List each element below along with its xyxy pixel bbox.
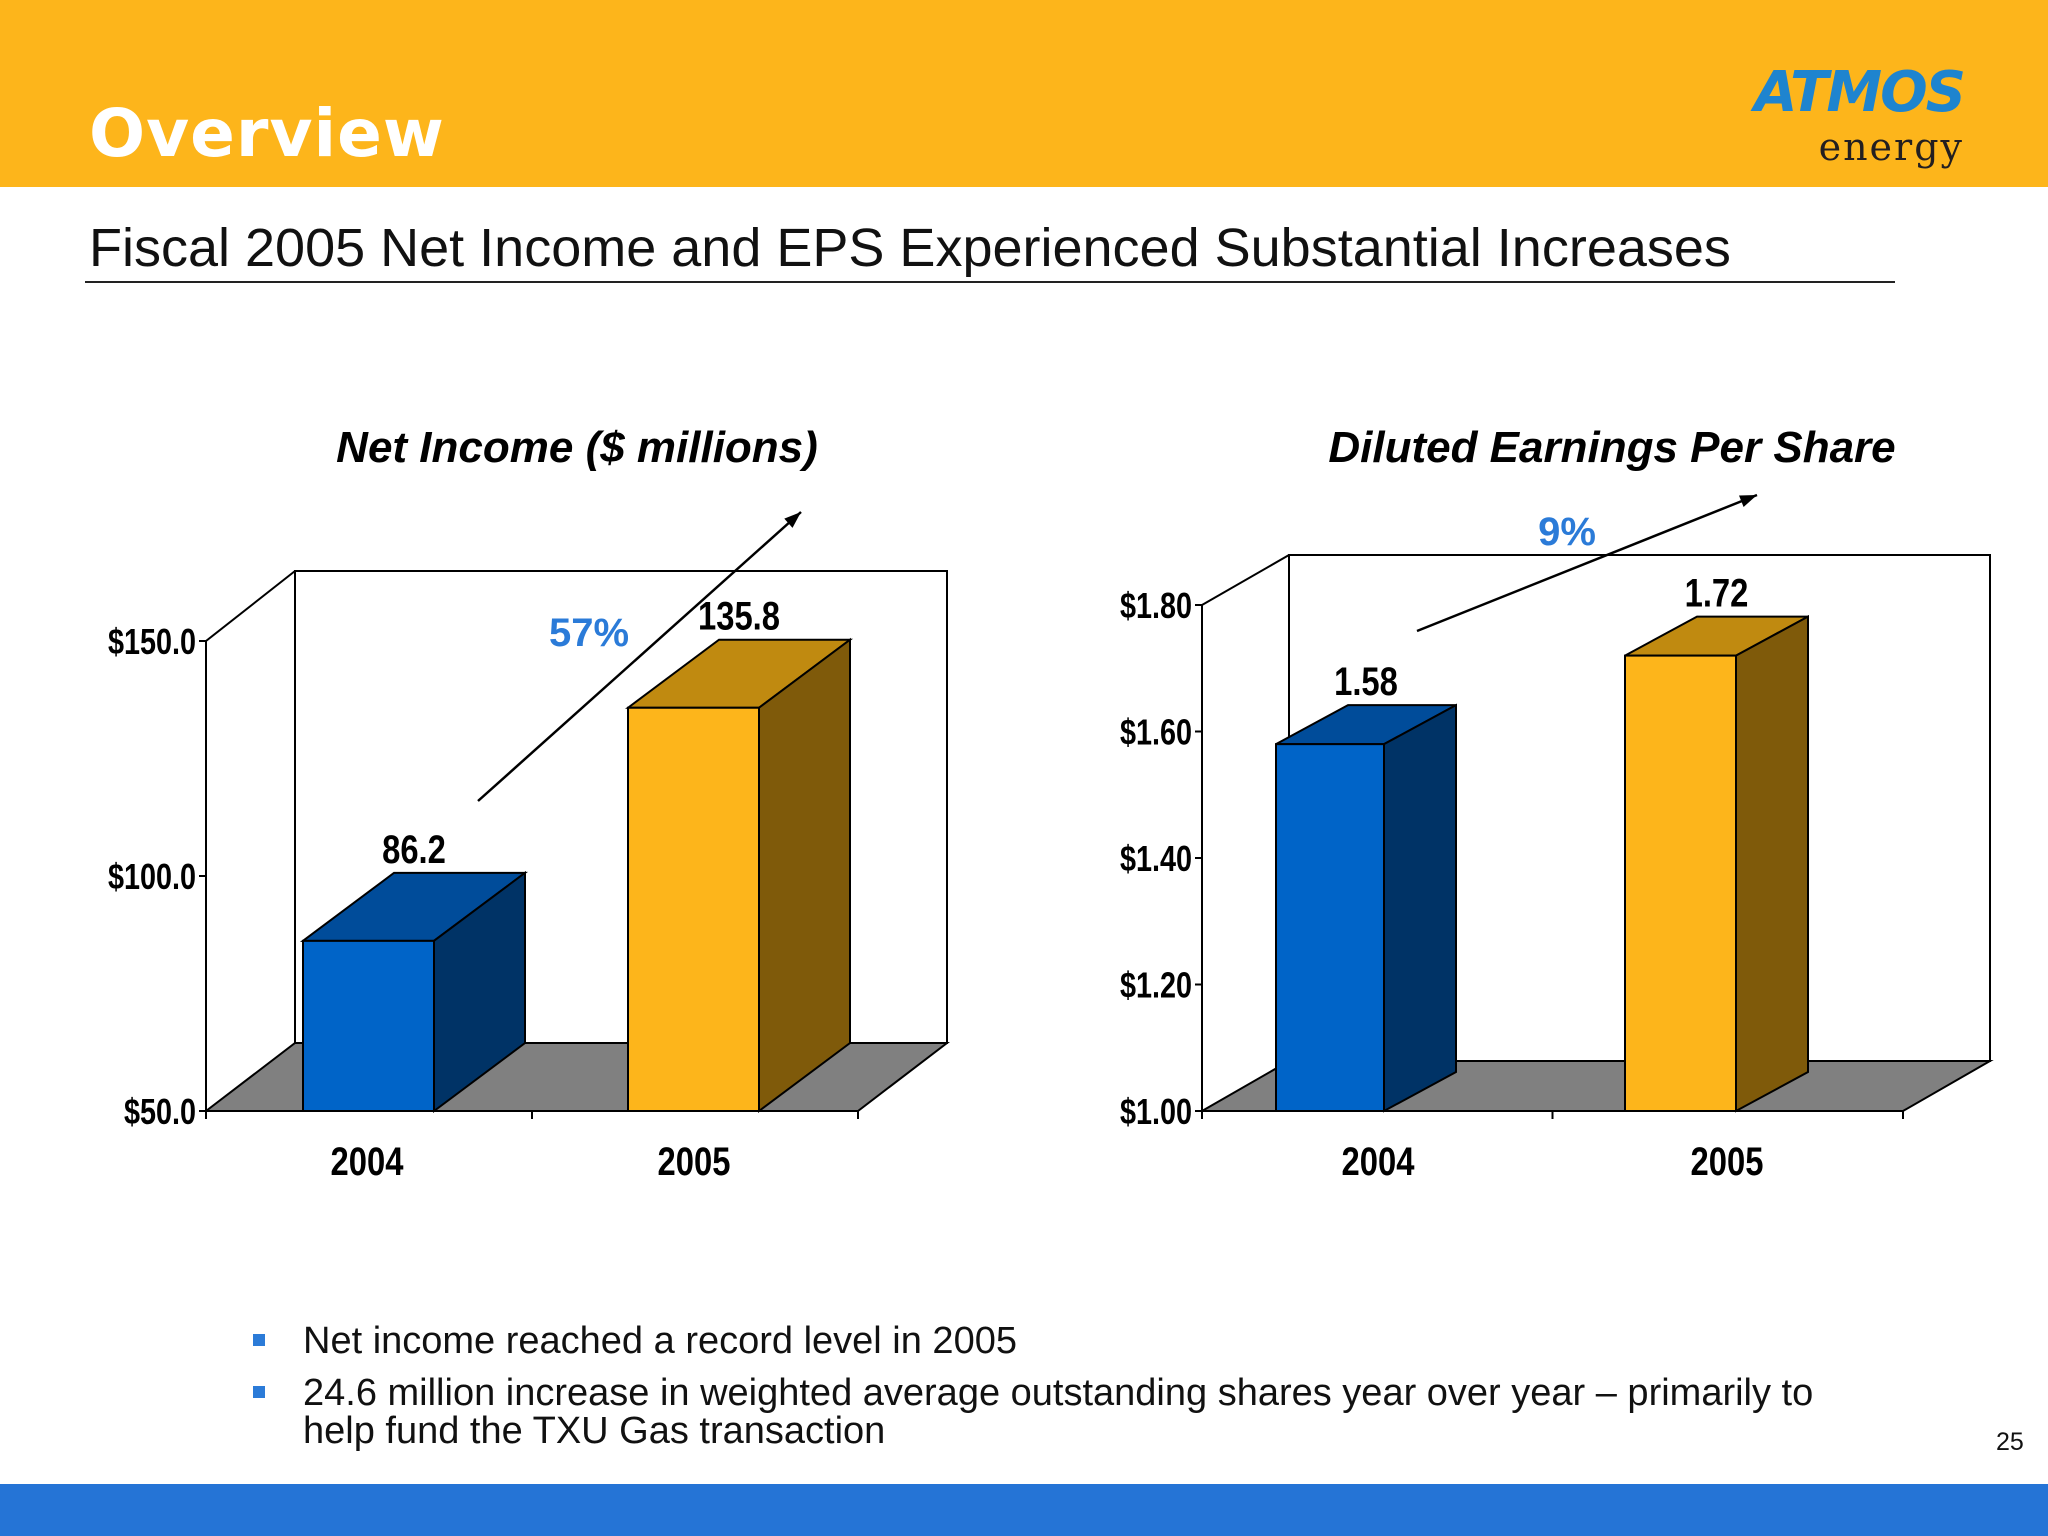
bullet-item: 24.6 million increase in weighted averag… <box>250 1374 1863 1450</box>
bullet-item: Net income reached a record level in 200… <box>250 1322 1863 1360</box>
y-tick-label: $1.80 <box>1120 585 1192 626</box>
chart-title: Net Income ($ millions) <box>336 423 818 472</box>
bullet-square-icon <box>253 1334 265 1346</box>
bar-2005 <box>627 706 760 1112</box>
page-number: 25 <box>1996 1428 2024 1456</box>
arrow-head-icon <box>784 512 801 528</box>
logo-tagline: energy <box>1818 125 1964 169</box>
slide-subtitle: Fiscal 2005 Net Income and EPS Experienc… <box>89 218 1731 278</box>
header-bar: Overview ATMOS energy <box>0 0 2048 187</box>
y-tick-label: $50.0 <box>124 1091 196 1132</box>
data-label: 1.72 <box>1685 571 1749 616</box>
growth-arrow-line <box>1416 493 1758 633</box>
y-tick-label: $1.00 <box>1120 1091 1192 1132</box>
bar-side-2004 <box>1383 703 1457 1113</box>
atmos-energy-logo: ATMOS energy <box>1718 64 1968 174</box>
chart-title: Diluted Earnings Per Share <box>1328 423 1895 472</box>
bullet-text: 24.6 million increase in weighted averag… <box>303 1372 1814 1452</box>
bullet-square-icon <box>253 1386 265 1398</box>
y-tick-label: $150.0 <box>108 621 196 662</box>
bullet-text: Net income reached a record level in 200… <box>303 1320 1017 1362</box>
x-tick-label: 2005 <box>658 1139 731 1184</box>
growth-arrow-line <box>477 511 802 802</box>
x-tick-label: 2005 <box>1691 1139 1764 1184</box>
bar-2004 <box>1275 743 1385 1113</box>
slide-title: Overview <box>89 95 445 172</box>
y-tick-label: $1.40 <box>1120 838 1192 879</box>
chart-side-wall-edge <box>205 570 296 642</box>
data-label: 1.58 <box>1334 659 1398 704</box>
bullet-list: Net income reached a record level in 200… <box>250 1322 1863 1464</box>
data-label: 135.8 <box>698 594 780 639</box>
bar-2005 <box>1624 654 1737 1112</box>
x-tick-label: 2004 <box>331 1139 405 1184</box>
bar-side-2005 <box>758 637 851 1113</box>
bar-side-2005 <box>1735 614 1809 1113</box>
growth-percent-label: 9% <box>1538 510 1596 554</box>
y-tick-label: $1.20 <box>1120 964 1192 1005</box>
growth-percent-label: 57% <box>549 611 629 655</box>
logo-wordmark: ATMOS <box>1754 60 1966 125</box>
data-label: 86.2 <box>382 827 446 872</box>
x-tick-label: 2004 <box>1342 1139 1416 1184</box>
subtitle-underline <box>85 281 1895 283</box>
footer-bar <box>0 1484 2048 1536</box>
bar-2004 <box>302 939 435 1112</box>
arrow-head-icon <box>1739 495 1757 508</box>
y-tick-label: $100.0 <box>108 856 196 897</box>
chart-side-wall-edge <box>1201 554 1290 606</box>
y-tick-label: $1.60 <box>1120 711 1192 752</box>
